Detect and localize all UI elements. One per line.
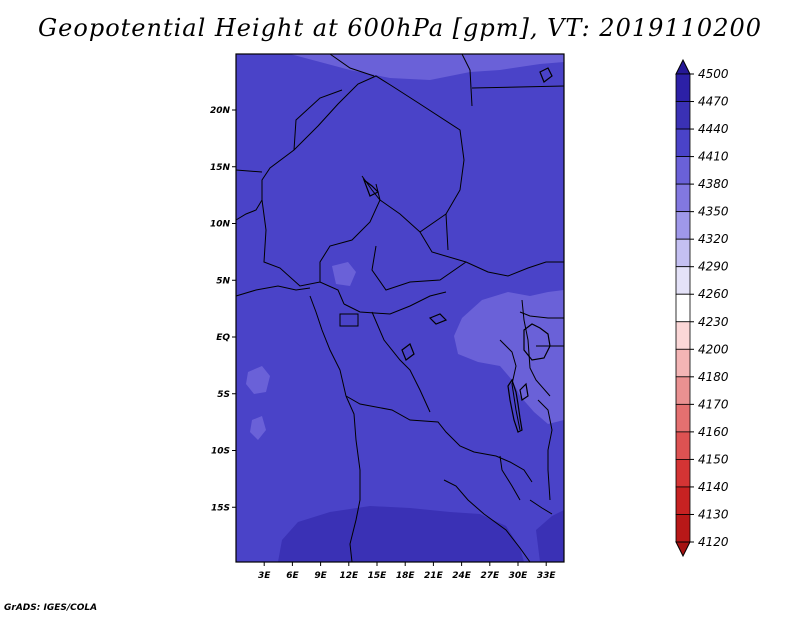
x-tick-label: 3E bbox=[258, 571, 271, 581]
grads-credit: GrADS: IGES/COLA bbox=[4, 603, 98, 613]
x-tick-label: 6E bbox=[286, 571, 299, 581]
contour-4380-east bbox=[454, 290, 564, 424]
colorbar-label: 4130 bbox=[698, 507, 729, 521]
colorbar-segment bbox=[675, 486, 691, 515]
colorbar-segment bbox=[675, 73, 691, 102]
country-borders bbox=[235, 53, 565, 563]
colorbar-segment bbox=[675, 128, 691, 157]
colorbar-label: 4200 bbox=[698, 342, 729, 356]
colorbar-segment bbox=[675, 156, 691, 185]
x-tick-label: 33E bbox=[537, 571, 557, 581]
contour-4380-northeast bbox=[470, 54, 564, 72]
lakes bbox=[362, 67, 553, 433]
chart-title: Geopotential Height at 600hPa [gpm], VT:… bbox=[38, 14, 762, 42]
y-tick-label: 15S bbox=[211, 503, 230, 513]
contour-4380-west2 bbox=[250, 416, 266, 440]
x-tick-label: 9E bbox=[314, 571, 327, 581]
colorbar-segment bbox=[675, 514, 691, 543]
colorbar-label: 4160 bbox=[698, 425, 729, 439]
map-panel bbox=[235, 53, 565, 563]
x-tick-label: 18E bbox=[396, 571, 416, 581]
colorbar-segment bbox=[675, 211, 691, 240]
y-tick-label: 10N bbox=[210, 220, 231, 230]
contour-4440-southeast bbox=[536, 510, 564, 562]
x-tick-label: 27E bbox=[480, 571, 500, 581]
y-tick-label: 5S bbox=[217, 390, 230, 400]
contour-4440-south bbox=[278, 506, 524, 562]
colorbar-top-arrow bbox=[675, 58, 691, 75]
colorbar-label: 4320 bbox=[698, 232, 729, 246]
colorbar-bottom-arrow bbox=[675, 541, 691, 558]
colorbar-label: 4150 bbox=[698, 452, 729, 466]
map-border bbox=[235, 53, 565, 563]
colorbar-label: 4120 bbox=[698, 535, 729, 549]
y-tick-label: 5N bbox=[216, 276, 230, 286]
colorbar-segment bbox=[675, 403, 691, 433]
x-tick-label: 24E bbox=[452, 571, 472, 581]
colorbar-label: 4350 bbox=[698, 205, 729, 219]
colorbar-segment bbox=[675, 238, 691, 268]
colorbar-label: 4410 bbox=[698, 150, 729, 164]
colorbar-label: 4230 bbox=[698, 315, 729, 329]
colorbar-label: 4440 bbox=[698, 122, 729, 136]
colorbar-segment bbox=[675, 293, 691, 323]
colorbar-label: 4500 bbox=[698, 67, 729, 81]
x-tick-label: 21E bbox=[424, 571, 444, 581]
x-tick-label: 12E bbox=[339, 571, 359, 581]
y-tick-label: 15N bbox=[210, 163, 231, 173]
colorbar-label: 4470 bbox=[698, 95, 729, 109]
contour-4380-central bbox=[332, 262, 356, 286]
y-axis-ticks: 20N 15N 10N 5N EQ 5S 10S 15S bbox=[210, 106, 236, 513]
colorbar-segment bbox=[675, 101, 691, 130]
y-tick-label: 10S bbox=[211, 447, 230, 457]
x-tick-label: 15E bbox=[368, 571, 388, 581]
colorbar-label: 4290 bbox=[698, 260, 729, 274]
colorbar: 4500 4470 4440 4410 4380 4350 4320 4290 4260 4230… bbox=[675, 58, 729, 558]
colorbar-segment bbox=[675, 183, 691, 213]
contour-4380-north bbox=[290, 54, 470, 80]
colorbar-segment bbox=[675, 376, 691, 405]
colorbar-label: 4260 bbox=[698, 287, 729, 301]
x-axis-ticks: 3E 6E 9E 12E 15E 18E 21E 24E 27E 30E 33E bbox=[258, 562, 556, 581]
colorbar-segment bbox=[675, 431, 691, 460]
y-tick-label: 20N bbox=[210, 106, 231, 116]
contour-4380-west bbox=[246, 366, 270, 394]
colorbar-label: 4170 bbox=[698, 397, 729, 411]
colorbar-label: 4180 bbox=[698, 370, 729, 384]
colorbar-label: 4140 bbox=[698, 480, 729, 494]
colorbar-segment bbox=[675, 459, 691, 488]
y-tick-label: EQ bbox=[216, 333, 230, 343]
x-tick-label: 30E bbox=[509, 571, 529, 581]
colorbar-segment bbox=[675, 348, 691, 378]
colorbar-label: 4380 bbox=[698, 177, 729, 191]
colorbar-segment bbox=[675, 321, 691, 350]
colorbar-segment bbox=[675, 266, 691, 295]
